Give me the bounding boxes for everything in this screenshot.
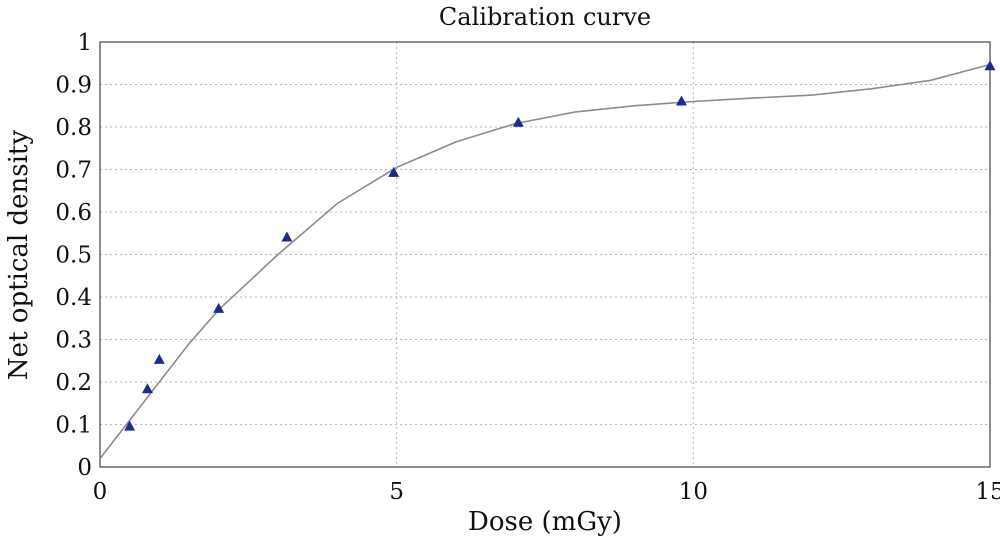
y-tick-label: 0 bbox=[77, 455, 92, 481]
x-tick-label: 5 bbox=[389, 479, 404, 505]
data-point bbox=[213, 302, 225, 313]
y-axis-label: Net optical density bbox=[4, 130, 34, 380]
y-tick-label: 0.6 bbox=[55, 200, 92, 226]
y-tick-label: 0.9 bbox=[55, 73, 92, 99]
y-tick-label: 1 bbox=[77, 30, 92, 56]
chart-title: Calibration curve bbox=[439, 3, 651, 31]
y-tick-label: 0.8 bbox=[55, 115, 92, 141]
x-tick-label: 15 bbox=[975, 479, 1000, 505]
data-point bbox=[153, 353, 165, 364]
x-tick-label: 0 bbox=[93, 479, 108, 505]
data-points bbox=[124, 60, 996, 431]
data-point bbox=[281, 231, 293, 242]
data-point bbox=[141, 383, 153, 394]
y-tick-label: 0.1 bbox=[55, 413, 92, 439]
fit-curve-group bbox=[99, 63, 991, 459]
y-tick-label: 0.2 bbox=[55, 370, 92, 396]
plot-frame bbox=[99, 41, 991, 468]
fit-curve bbox=[99, 63, 991, 459]
tick-labels: 0 5 10 15 0 0.1 0.2 0.3 0.4 0.5 0.6 0.7 0.8 0.9 1 bbox=[55, 30, 1000, 505]
data-point bbox=[124, 420, 136, 431]
data-point bbox=[388, 166, 400, 177]
x-axis-label: Dose (mGy) bbox=[468, 507, 622, 537]
y-tick-label: 0.5 bbox=[55, 243, 92, 269]
y-tick-label: 0.7 bbox=[55, 158, 92, 184]
y-tick-label: 0.3 bbox=[55, 328, 92, 354]
data-point bbox=[984, 60, 996, 71]
x-tick-label: 10 bbox=[679, 479, 708, 505]
data-point bbox=[512, 116, 524, 127]
gridlines bbox=[100, 42, 990, 467]
data-point bbox=[675, 95, 687, 106]
y-tick-label: 0.4 bbox=[55, 285, 92, 311]
